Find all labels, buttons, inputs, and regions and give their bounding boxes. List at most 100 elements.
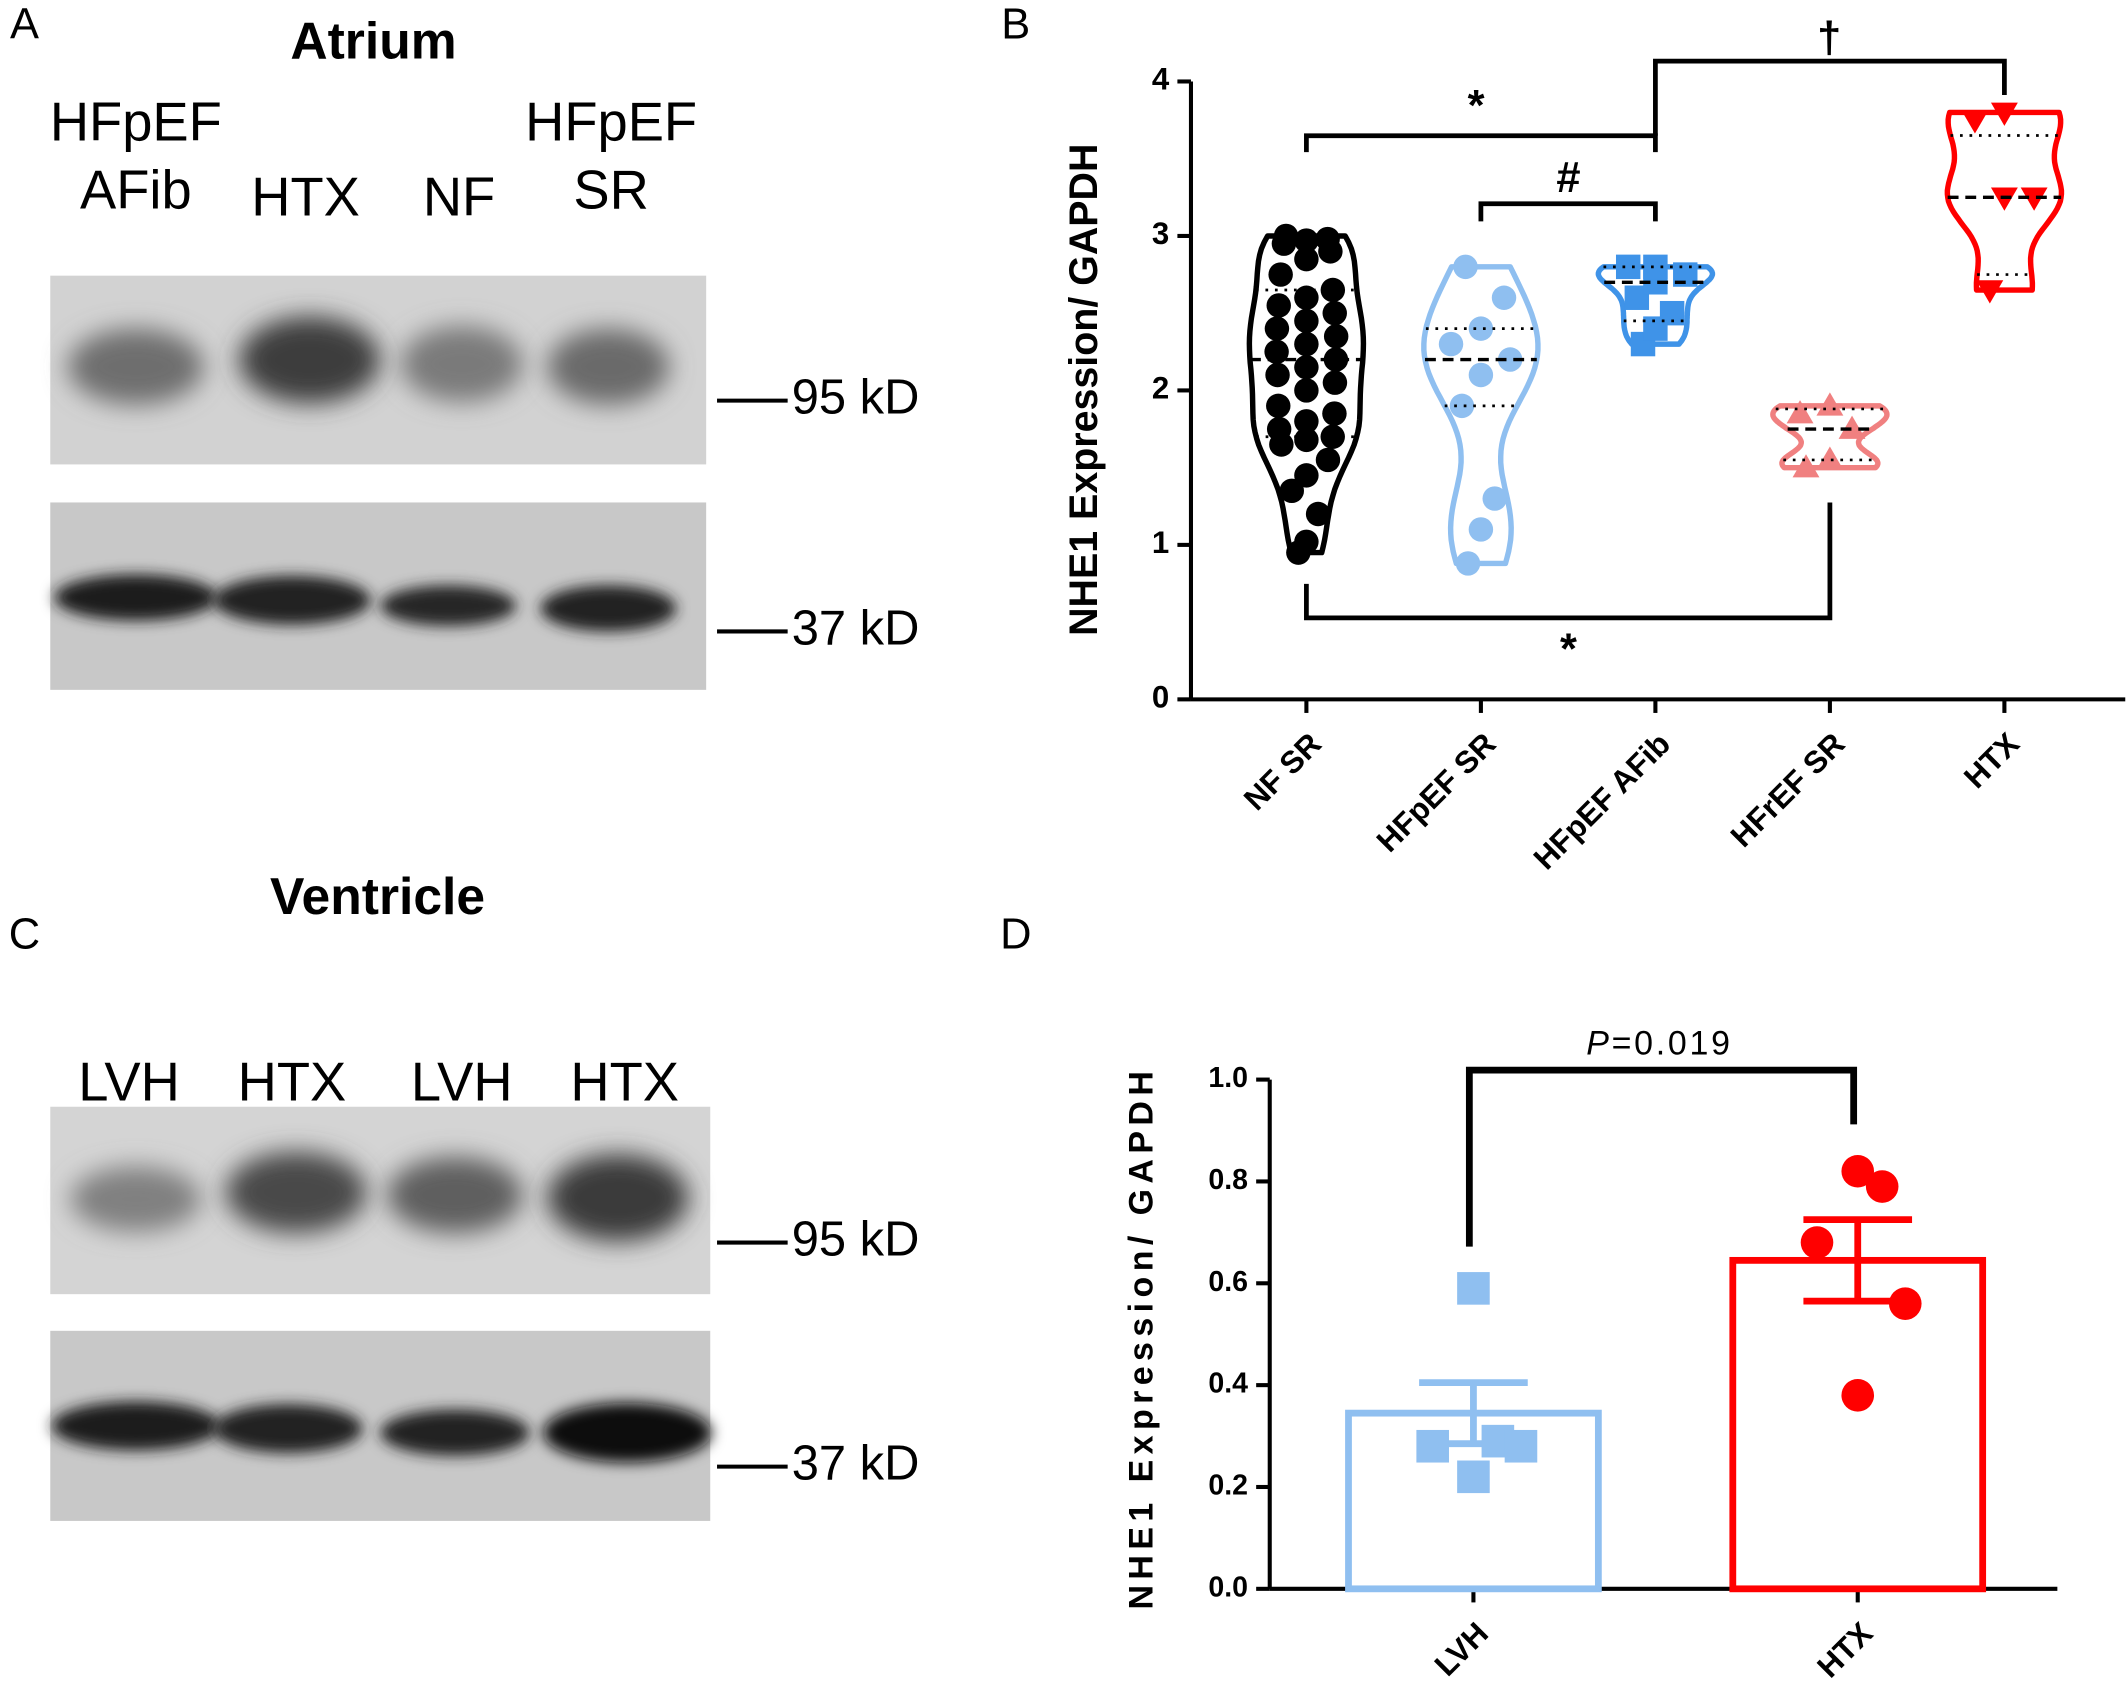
x-tick-label: HFpEF AFib <box>1527 726 1677 876</box>
data-point <box>1294 409 1319 434</box>
significance-label: † <box>1817 14 1841 62</box>
lane-label: HFpEF <box>525 92 697 153</box>
data-point <box>1816 446 1844 470</box>
p-value-label: P=0.019 <box>1586 1025 1732 1063</box>
data-point <box>1279 478 1304 504</box>
x-tick-label: HFrEF SR <box>1724 726 1852 854</box>
data-point <box>1838 415 1866 439</box>
blot-title: Atrium <box>290 11 456 69</box>
significance-bracket <box>1478 201 1658 222</box>
data-point <box>1453 254 1478 280</box>
data-point <box>1322 370 1348 395</box>
blot-a <box>50 275 707 690</box>
data-point <box>1416 1429 1449 1463</box>
violin <box>1770 403 1890 471</box>
data-point <box>1294 228 1319 253</box>
data-point <box>1273 223 1299 249</box>
data-point <box>1800 1226 1834 1259</box>
data-point <box>1294 308 1319 334</box>
data-point <box>1504 1429 1538 1463</box>
data-point <box>1792 454 1820 478</box>
y-tick-label: 0.0 <box>1208 1571 1248 1603</box>
data-point <box>1323 324 1349 349</box>
y-tick-label: 2 <box>1152 371 1169 406</box>
data-point <box>1294 378 1319 403</box>
data-point <box>1482 486 1507 511</box>
panel-letter: B <box>1001 1 1030 49</box>
data-point <box>1491 285 1517 310</box>
p-value-number: =0.019 <box>1612 1025 1733 1063</box>
data-point <box>1497 347 1523 372</box>
data-point <box>1615 254 1641 280</box>
lane-label: HTX <box>238 1052 347 1113</box>
y-tick-label: 3 <box>1152 216 1169 251</box>
y-tick-label: 0.8 <box>1208 1164 1248 1196</box>
significance-label: * <box>1560 625 1577 673</box>
marker-label: 37 kD <box>792 1437 920 1491</box>
lane-label: SR <box>573 160 648 221</box>
data-point <box>1264 316 1290 341</box>
data-point <box>1888 1287 1922 1320</box>
data-point <box>1294 529 1319 555</box>
y-tick-label: 0.4 <box>1208 1368 1248 1400</box>
y-tick-label: 0.6 <box>1208 1266 1248 1298</box>
violin <box>1246 233 1367 556</box>
data-point <box>1323 347 1349 372</box>
y-tick-label: 1 <box>1152 525 1169 560</box>
lane-label: HTX <box>251 166 360 227</box>
data-point <box>1976 280 2004 304</box>
y-axis-label: NHE1 Expression/ GAPDH <box>1062 144 1106 636</box>
data-point <box>1294 246 1319 272</box>
data-point <box>1841 1154 1875 1188</box>
marker-label: 95 kD <box>792 371 920 425</box>
x-tick-label: HFpEF SR <box>1370 726 1503 859</box>
significance-bracket <box>1304 502 1833 621</box>
data-point <box>1865 1170 1899 1203</box>
y-tick-label: 0 <box>1152 680 1169 715</box>
y-tick-label: 0.2 <box>1208 1470 1248 1502</box>
data-point <box>1990 102 2018 126</box>
lane-label: LVH <box>78 1052 180 1113</box>
lane-label: NF <box>423 166 495 227</box>
data-point <box>1643 254 1668 280</box>
data-point <box>1305 501 1331 527</box>
p-value-symbol: P <box>1586 1025 1611 1063</box>
data-point <box>1841 1379 1875 1412</box>
data-point <box>1294 285 1319 310</box>
data-point <box>1468 316 1494 341</box>
blot-title: Ventricle <box>270 867 485 925</box>
violin <box>1421 264 1541 567</box>
data-point <box>1294 331 1319 357</box>
x-tick-label: LVH <box>1428 1616 1495 1683</box>
panel-letter: C <box>9 910 40 958</box>
data-point <box>1438 331 1464 357</box>
lane-label: LVH <box>411 1052 513 1113</box>
blot-c <box>50 1106 712 1521</box>
lane-label: HTX <box>570 1052 679 1113</box>
significance-bracket <box>1465 1066 1858 1247</box>
data-point <box>1268 262 1293 287</box>
x-tick-label: HTX <box>1810 1615 1879 1684</box>
data-point <box>2020 187 2048 211</box>
y-tick-label: 4 <box>1152 62 1170 97</box>
violin <box>1944 109 2065 293</box>
lane-label: AFib <box>80 160 192 221</box>
data-point <box>1294 427 1319 453</box>
y-axis-label: NHE1 Expression/ GAPDH <box>1122 1066 1160 1610</box>
data-point <box>1449 393 1475 419</box>
data-point <box>1468 517 1494 542</box>
lane-label: HFpEF <box>50 92 222 153</box>
x-tick-label: HTX <box>1957 726 2026 795</box>
data-point <box>1816 392 1844 416</box>
data-point <box>1322 401 1347 426</box>
data-point <box>1990 187 2018 211</box>
bar <box>1729 1256 1987 1593</box>
data-point <box>1457 1460 1490 1494</box>
significance-label: # <box>1556 154 1580 202</box>
data-point <box>1266 416 1292 442</box>
significance-label: * <box>1468 82 1485 130</box>
significance-bracket <box>1653 58 2007 136</box>
data-point <box>1457 1272 1490 1305</box>
